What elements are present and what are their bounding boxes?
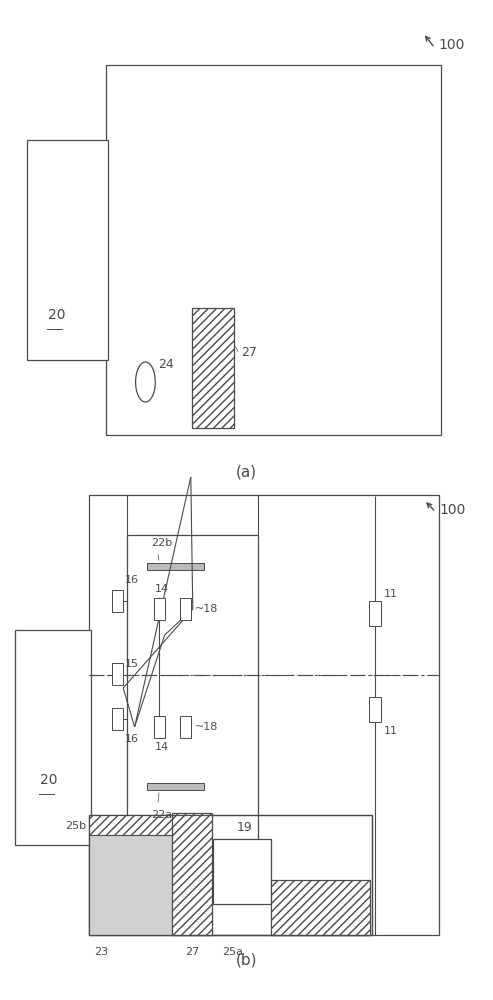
Bar xyxy=(192,308,234,428)
Text: 22b: 22b xyxy=(151,538,172,548)
Bar xyxy=(180,598,191,620)
Bar xyxy=(127,535,258,840)
Bar xyxy=(15,630,91,845)
Bar xyxy=(154,716,165,738)
Text: 11: 11 xyxy=(384,726,397,736)
Text: 100: 100 xyxy=(439,38,465,52)
Text: ~18: ~18 xyxy=(195,604,218,614)
Bar xyxy=(112,708,123,730)
Bar xyxy=(369,697,381,722)
Bar xyxy=(112,663,123,685)
Bar xyxy=(27,140,108,360)
Bar xyxy=(271,880,370,935)
Text: 16: 16 xyxy=(125,575,139,585)
Text: (b): (b) xyxy=(236,952,257,968)
Bar xyxy=(172,813,212,935)
Text: 20: 20 xyxy=(40,773,58,787)
Text: 100: 100 xyxy=(440,503,466,517)
Text: 14: 14 xyxy=(155,584,169,594)
Text: 22a: 22a xyxy=(151,810,172,820)
Text: 25b: 25b xyxy=(65,821,86,831)
Bar xyxy=(106,65,441,435)
Text: 19: 19 xyxy=(236,821,252,834)
Text: 23: 23 xyxy=(94,947,108,957)
Text: 20: 20 xyxy=(48,308,66,322)
Bar xyxy=(154,598,165,620)
Bar xyxy=(180,716,191,738)
Text: 16: 16 xyxy=(125,734,139,744)
Text: 15: 15 xyxy=(125,659,139,669)
Bar xyxy=(89,835,175,935)
Bar xyxy=(147,783,204,790)
Text: ~18: ~18 xyxy=(195,722,218,732)
Bar xyxy=(89,815,212,835)
Bar xyxy=(89,815,372,935)
Bar xyxy=(147,563,204,570)
Bar xyxy=(112,590,123,612)
Text: 25a: 25a xyxy=(222,947,243,957)
Text: 24: 24 xyxy=(158,359,174,371)
Text: 27: 27 xyxy=(242,346,257,359)
Bar xyxy=(89,815,372,935)
Bar xyxy=(213,839,271,904)
Text: (a): (a) xyxy=(236,464,257,480)
Text: 11: 11 xyxy=(384,589,397,599)
Text: 14: 14 xyxy=(155,742,169,752)
Text: 27: 27 xyxy=(185,947,199,957)
Bar xyxy=(369,601,381,626)
Bar xyxy=(89,495,439,935)
